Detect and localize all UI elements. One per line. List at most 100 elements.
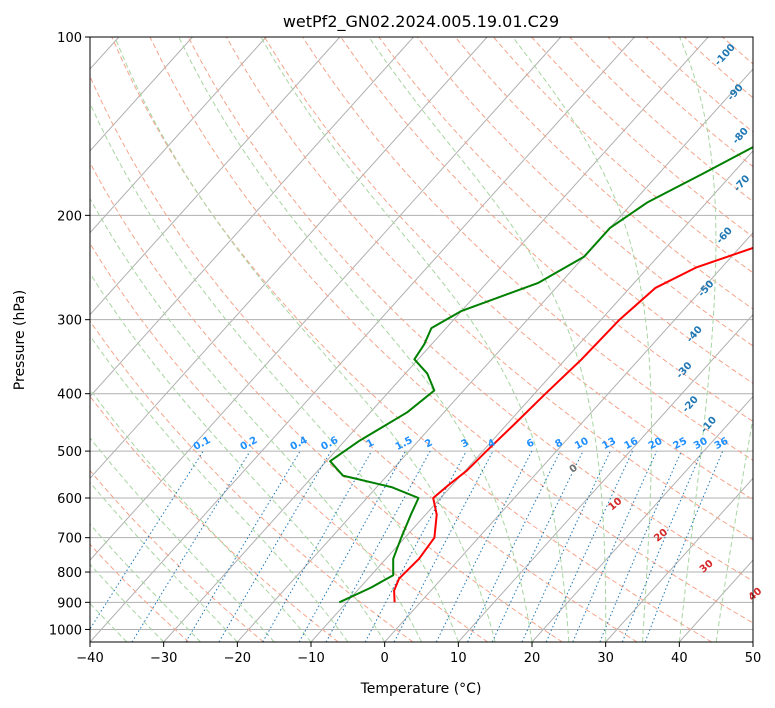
moist-adiabat-label: 20 (652, 527, 670, 544)
y-tick-label: 900 (57, 596, 82, 611)
mixing-ratio-label: 16 (623, 436, 640, 452)
moist-adiabat-label: 30 (698, 558, 716, 575)
mixing-ratio-label: 2 (423, 437, 434, 450)
mixing-ratio-line (572, 450, 658, 642)
x-tick-label: −40 (76, 651, 103, 666)
mixing-ratio-line (467, 450, 561, 642)
moist-adiabat-line (715, 415, 753, 642)
mixing-ratio-label: 0.1 (192, 435, 213, 453)
dry-adiabat-line (90, 75, 638, 642)
dry-adiabat-label: -100 (713, 42, 738, 68)
mixing-ratio-line (131, 450, 251, 642)
x-tick-label: −30 (150, 651, 177, 666)
x-axis-label: Temperature (°C) (360, 681, 482, 697)
x-tick-label: 20 (524, 651, 541, 666)
isotherm-line (90, 37, 562, 561)
mixing-ratio-label: 25 (672, 436, 689, 452)
moist-adiabat-line (178, 37, 533, 642)
dewpoint-profile-line (329, 146, 753, 604)
dry-adiabat-line (187, 37, 753, 582)
mixing-ratio-line (364, 450, 467, 642)
isotherm-line (605, 477, 753, 642)
dry-adiabat-line (645, 37, 753, 133)
dry-adiabat-label: -40 (685, 324, 705, 345)
x-tick-label: 50 (745, 651, 762, 666)
dry-adiabat-line (90, 320, 414, 642)
mixing-ratio-line (599, 450, 682, 642)
moist-adiabat-line (90, 437, 275, 642)
moist-adiabat-line (90, 102, 459, 642)
mixing-ratio-label: 0.4 (289, 435, 310, 453)
isotherm-line (90, 37, 341, 316)
y-tick-label: 700 (57, 532, 82, 547)
mixing-ratio-line (435, 450, 533, 642)
mixing-ratio-label: 13 (600, 436, 617, 452)
dry-adiabat-line (225, 37, 753, 541)
moist-adiabat-line (90, 388, 312, 642)
dry-adiabat-line (90, 395, 339, 642)
dry-adiabat-line (149, 37, 753, 624)
y-tick-label: 800 (57, 566, 82, 581)
isotherm-line (90, 37, 488, 480)
dry-adiabat-label: -50 (696, 279, 716, 300)
moist-adiabat-line (90, 197, 422, 642)
moist-adiabat-line (512, 37, 653, 642)
mixing-ratio-line (545, 450, 633, 642)
mixing-ratio-line (491, 450, 584, 642)
y-tick-label: 400 (57, 388, 82, 403)
moist-adiabat-line (368, 37, 607, 642)
dry-adiabat-label: -20 (681, 394, 701, 415)
dry-adiabat-line (340, 37, 753, 423)
dry-adiabat-line (531, 37, 753, 238)
mixing-ratio-label: 0.6 (319, 435, 340, 453)
isotherm-line (531, 395, 753, 642)
axes: −40 −30 −20 −10 0 10 20 30 40 5010020030040050060… (49, 31, 761, 666)
plot-frame (89, 36, 754, 643)
mixing-ratio-label: 30 (692, 436, 709, 452)
y-tick-label: 600 (57, 492, 82, 507)
dry-adiabat-label: -30 (674, 360, 694, 381)
isotherm-line (236, 68, 753, 642)
line-labels: 0.1 0.2 0.4 0.6 1 1.5 2 3 4 6 8 10 13 16 20 25 30 36-100-… (192, 42, 765, 603)
moist-adiabat-line (260, 37, 570, 642)
mixing-ratio-label: 4 (486, 437, 497, 450)
dry-adiabat-line (90, 161, 563, 642)
dry-adiabat-line (454, 37, 753, 310)
isotherm-line (90, 37, 267, 234)
moist-adiabat-line (90, 272, 386, 642)
y-axis-label: Pressure (hPa) (12, 290, 28, 390)
x-tick-label: 40 (671, 651, 688, 666)
moist-adiabat-line (90, 334, 349, 642)
moist-adiabat-line (90, 481, 238, 642)
y-tick-label: 300 (57, 314, 82, 329)
isotherm-line (163, 37, 709, 642)
background-lines (90, 37, 775, 642)
mixing-ratio-line (621, 450, 703, 642)
mixing-ratio-line (262, 450, 373, 642)
mixing-ratio-line (298, 450, 406, 642)
isotherm-line (90, 37, 414, 398)
dry-adiabat-line (378, 37, 753, 385)
dry-adiabat-line (416, 37, 753, 347)
x-tick-label: 10 (450, 651, 467, 666)
y-tick-label: 1000 (49, 623, 82, 638)
mixing-ratio-label: 6 (525, 437, 536, 450)
y-tick-label: 500 (57, 445, 82, 460)
dry-adiabat-label: -90 (726, 82, 746, 103)
moist-adiabat-line (90, 523, 201, 642)
isotherm-line (457, 313, 753, 642)
temperature-profile-line (393, 246, 753, 603)
dry-adiabat-line (761, 37, 775, 642)
moist-adiabat-line (90, 563, 165, 642)
chart-title: wetPf2_GN02.2024.005.19.01.C29 (283, 12, 559, 32)
moist-adiabat-line (678, 37, 717, 642)
dry-adiabat-label: -80 (731, 126, 751, 147)
mixing-ratio-line (325, 450, 431, 642)
mixing-ratio-line (644, 450, 724, 642)
moist-adiabat-label: 40 (747, 586, 765, 603)
isotherm-line (90, 37, 635, 642)
mixing-ratio-label: 10 (573, 436, 590, 452)
dry-adiabat-label: -70 (732, 173, 752, 194)
mixing-ratio-line (90, 450, 204, 630)
